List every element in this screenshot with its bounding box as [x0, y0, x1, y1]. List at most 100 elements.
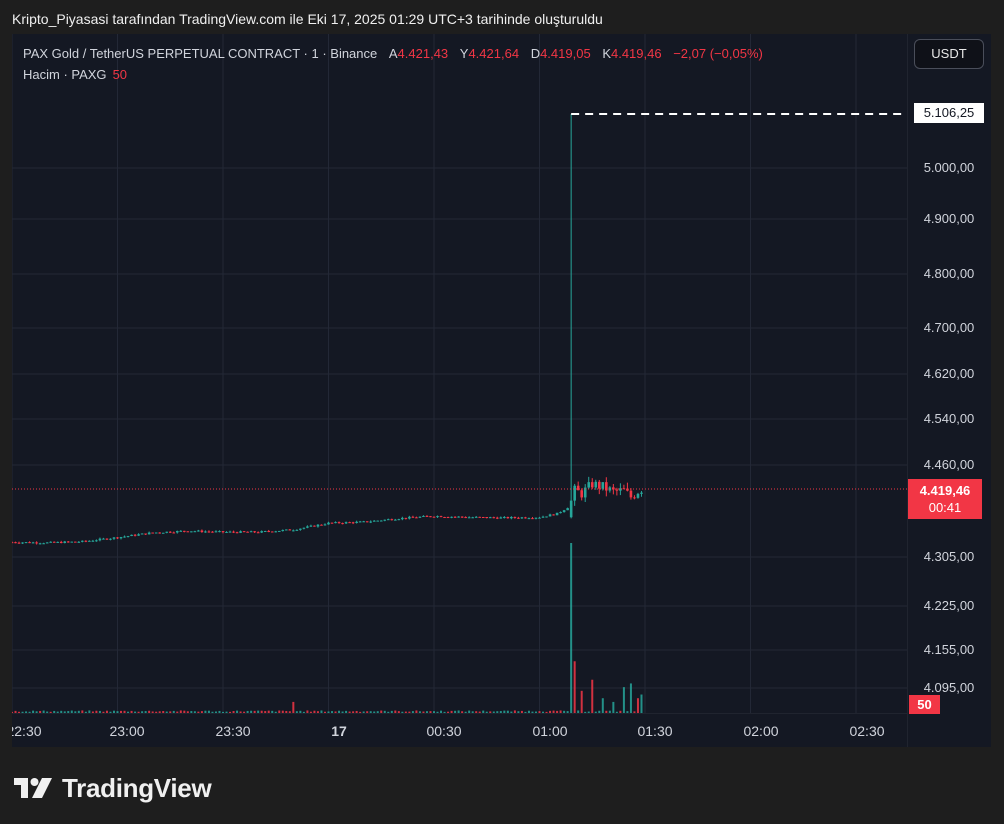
- candle-body: [116, 537, 119, 539]
- volume-bar: [341, 711, 344, 713]
- high-key: Y: [459, 46, 469, 61]
- candle-body: [197, 530, 200, 532]
- volume-axis-label: 50: [909, 695, 940, 714]
- volume-bar: [422, 711, 425, 713]
- candle-body: [249, 531, 253, 533]
- candle-body: [119, 537, 123, 539]
- currency-button[interactable]: USDT: [914, 39, 984, 69]
- candle-body: [590, 482, 594, 488]
- candle-body: [161, 532, 165, 534]
- volume-bar: [594, 711, 597, 713]
- candle-body: [17, 542, 21, 544]
- volume-bar: [144, 711, 147, 713]
- candlestick-chart[interactable]: [12, 34, 991, 747]
- candle-body: [147, 532, 151, 535]
- volume-bar: [542, 711, 545, 713]
- candle-body: [193, 531, 197, 533]
- candle-body: [70, 541, 74, 543]
- volume-title[interactable]: Hacim · PAXG: [23, 67, 107, 82]
- chart-panel[interactable]: PAX Gold / TetherUS PERPETUAL CONTRACT ·…: [12, 34, 991, 747]
- candle-body: [98, 538, 102, 541]
- volume-bar: [39, 710, 42, 713]
- candle-body: [175, 530, 179, 533]
- candle-body: [503, 516, 506, 518]
- candle-body: [499, 517, 503, 519]
- volume-bar: [485, 711, 488, 713]
- close-key: K: [602, 46, 611, 61]
- volume-bar: [503, 710, 506, 713]
- candle-body: [246, 531, 249, 533]
- candle-body: [520, 517, 524, 519]
- volume-bar: [225, 711, 228, 713]
- candle-body: [636, 493, 640, 498]
- candle-body: [168, 531, 172, 533]
- volume-bar: [401, 711, 404, 713]
- candle-body: [52, 541, 56, 543]
- volume-bar: [404, 711, 407, 713]
- volume-legend[interactable]: Hacim · PAXG 50: [23, 67, 127, 82]
- volume-bar: [475, 711, 478, 713]
- volume-bar: [253, 710, 256, 713]
- volume-bar: [517, 711, 520, 713]
- candle-body: [31, 542, 35, 544]
- candle-body: [207, 531, 211, 533]
- volume-bar: [88, 710, 91, 713]
- candle-body: [21, 542, 24, 544]
- candle-body: [211, 531, 214, 533]
- candle-body: [633, 497, 636, 499]
- volume-bar: [450, 710, 453, 713]
- price-tick: 4.155,00: [923, 642, 975, 657]
- candle-body: [327, 522, 330, 525]
- candle-body: [408, 516, 411, 519]
- candle-body: [506, 516, 510, 519]
- volume-bar: [320, 710, 323, 713]
- candle-body: [478, 516, 482, 518]
- volume-bar: [232, 711, 235, 713]
- tradingview-brand[interactable]: TradingView: [14, 770, 212, 806]
- candle-body: [267, 531, 271, 533]
- volume-bar: [345, 710, 348, 713]
- volume-bar: [626, 711, 629, 713]
- chart-caption: Kripto_Piyasasi tarafından TradingView.c…: [12, 11, 603, 27]
- candle-body: [81, 540, 84, 542]
- volume-bar: [429, 711, 432, 713]
- candle-body: [488, 517, 492, 519]
- candle-body: [555, 512, 559, 516]
- volume-bar: [81, 710, 84, 713]
- max-price-label: 5.106,25: [914, 103, 984, 123]
- volume-bar: [60, 710, 63, 713]
- price-tick: 5.000,00: [923, 160, 975, 175]
- symbol-title[interactable]: PAX Gold / TetherUS PERPETUAL CONTRACT ·…: [23, 46, 378, 61]
- volume-bar: [158, 711, 161, 713]
- volume-bar: [549, 710, 552, 713]
- volume-bar: [299, 710, 302, 713]
- volume-bar: [411, 711, 414, 713]
- volume-bar: [591, 679, 594, 713]
- volume-bar: [545, 711, 548, 713]
- volume-bar: [394, 710, 397, 713]
- candle-body: [348, 522, 351, 524]
- volume-bar: [148, 710, 151, 713]
- volume-bar: [264, 711, 267, 713]
- volume-bar: [331, 711, 334, 713]
- candle-body: [218, 531, 221, 533]
- candle-body: [214, 531, 218, 533]
- candle-body: [411, 516, 415, 518]
- volume-bar: [211, 711, 214, 713]
- time-tick: 02:00: [743, 723, 779, 739]
- volume-bar: [408, 711, 411, 713]
- symbol-legend[interactable]: PAX Gold / TetherUS PERPETUAL CONTRACT ·…: [23, 46, 763, 61]
- volume-bar: [447, 711, 450, 713]
- candle-body: [594, 481, 598, 488]
- volume-bar: [141, 711, 144, 713]
- candle-body: [12, 542, 14, 544]
- volume-bar: [116, 711, 119, 713]
- volume-bar: [123, 710, 126, 713]
- brand-name: TradingView: [62, 772, 212, 803]
- price-tick: 4.460,00: [923, 457, 975, 472]
- candle-body: [429, 516, 432, 518]
- volume-bar: [397, 711, 400, 713]
- time-tick: 23:30: [215, 723, 251, 739]
- candle-body: [330, 522, 334, 524]
- candle-body: [531, 518, 534, 520]
